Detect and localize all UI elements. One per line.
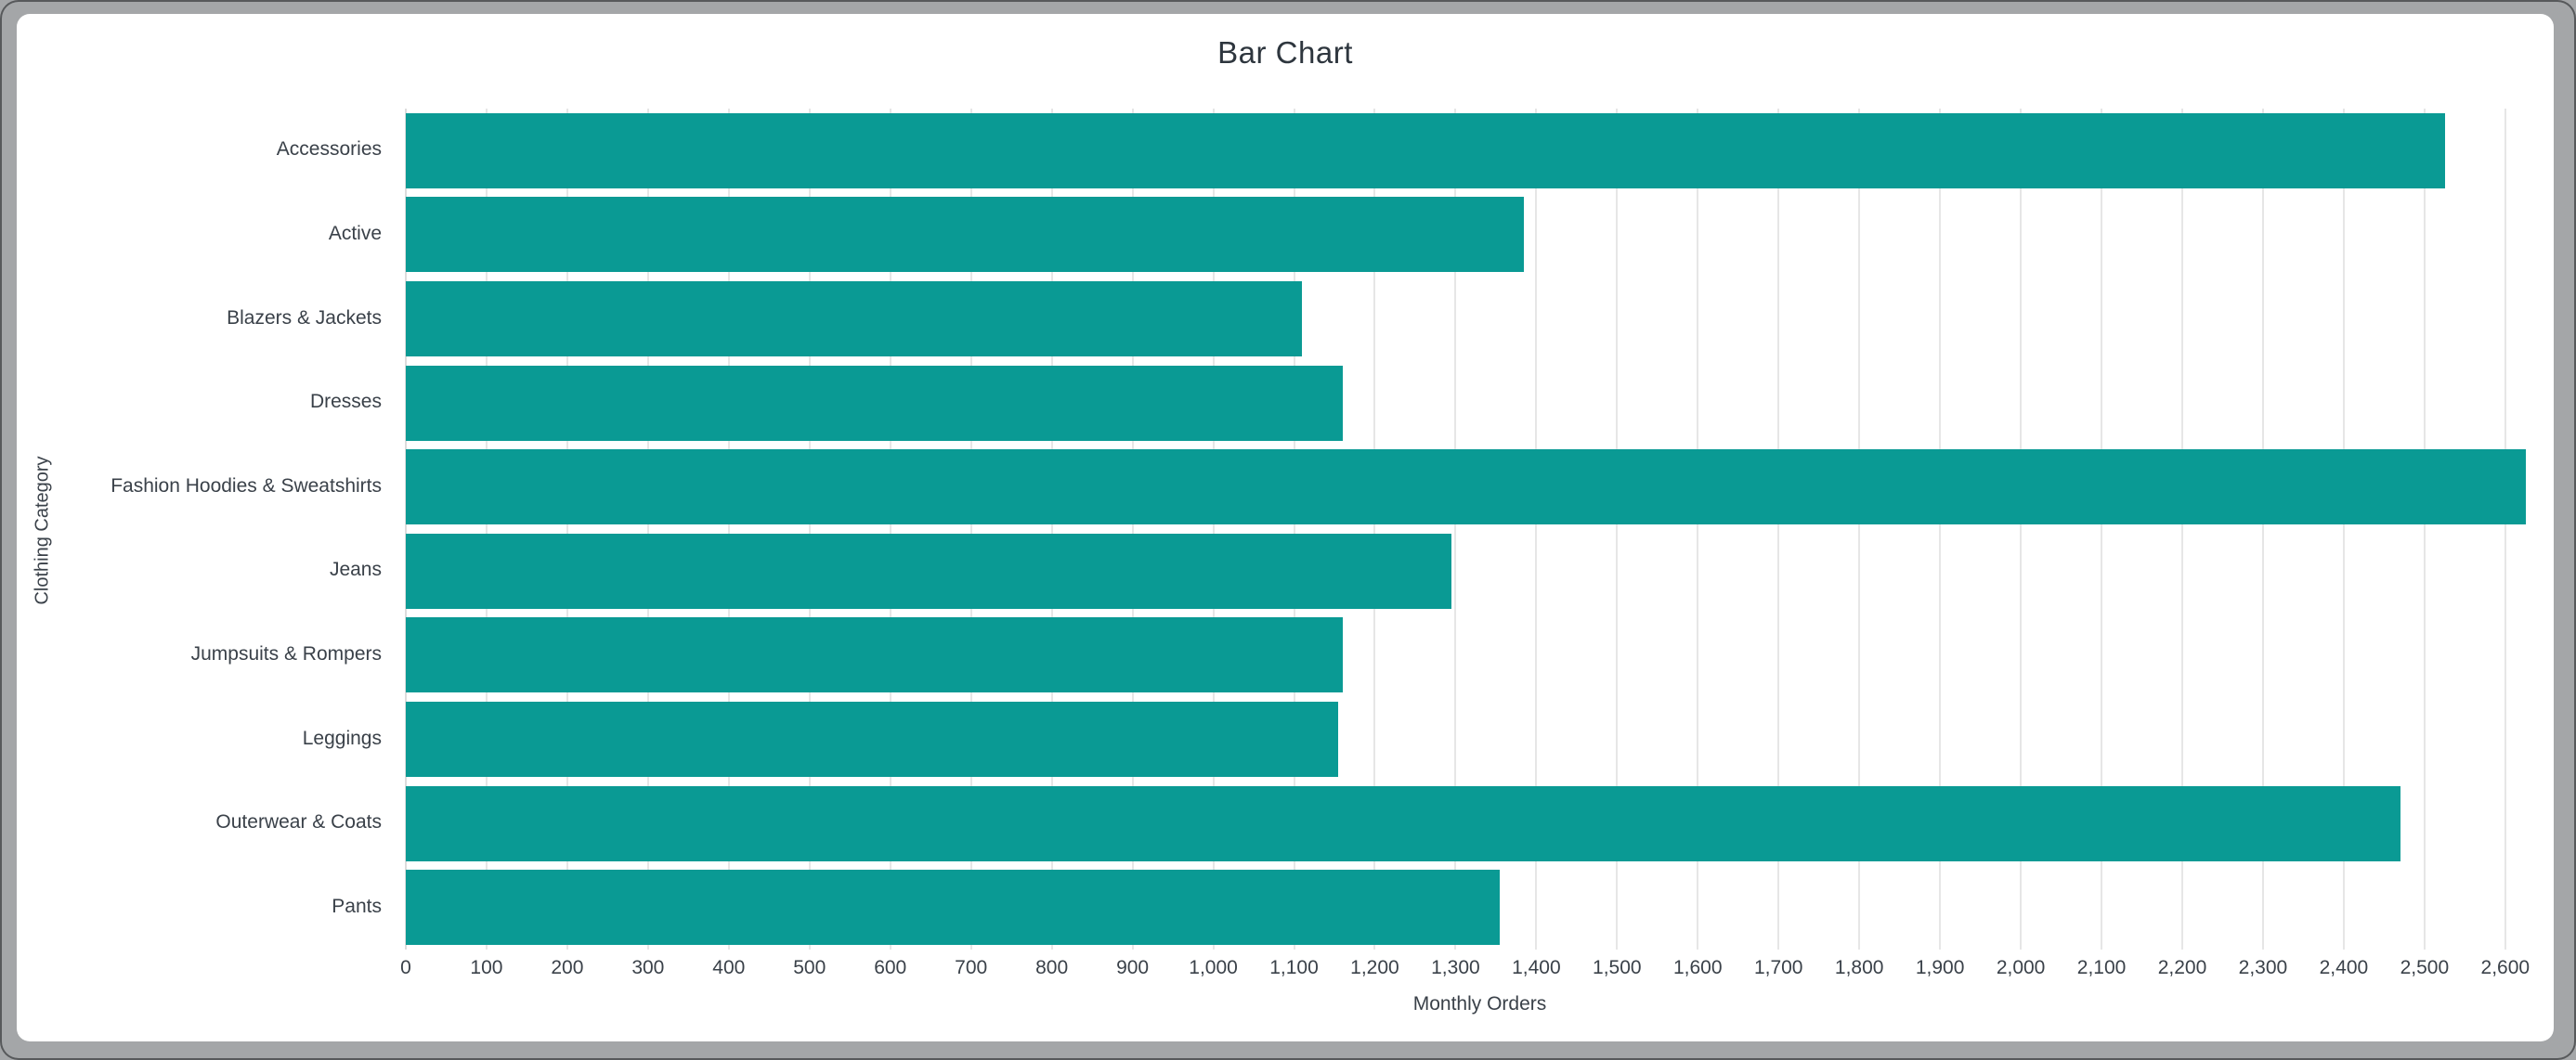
chart-card: [17, 14, 2554, 1041]
y-axis-title: Clothing Category: [32, 456, 53, 605]
chart-title: Bar Chart: [1217, 35, 1353, 70]
x-axis-title: Monthly Orders: [1412, 993, 1547, 1015]
